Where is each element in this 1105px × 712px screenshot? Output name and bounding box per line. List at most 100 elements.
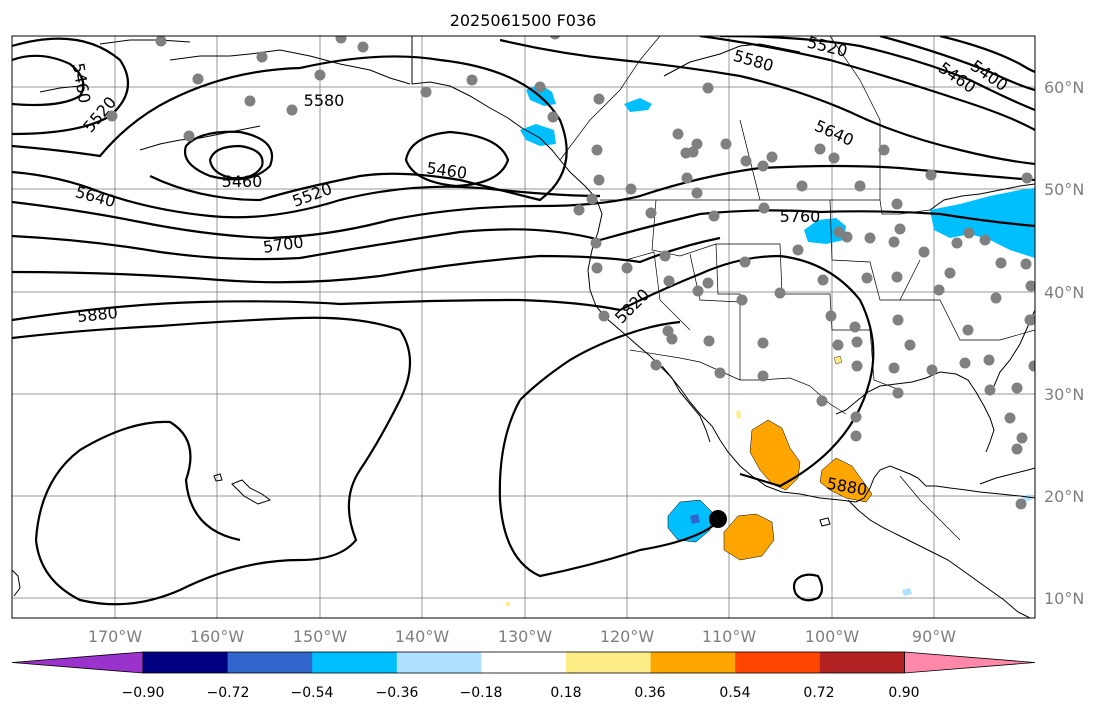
colorbar-tick-labels: −0.90 −0.72 −0.54 −0.36 −0.18 0.18 0.36 … <box>122 685 920 701</box>
political-borders <box>559 36 1035 541</box>
lon-label: 100°W <box>805 627 860 646</box>
map-area <box>12 36 1035 618</box>
lon-label: 90°W <box>912 627 956 646</box>
lon-label: 120°W <box>600 627 655 646</box>
station-dot-icon <box>990 292 1002 304</box>
station-dot-icon <box>925 169 937 181</box>
station-dot-icon <box>851 336 863 348</box>
station-dot-icon <box>757 370 769 382</box>
station-dot-icon <box>796 180 808 192</box>
station-dot-icon <box>851 360 863 372</box>
station-dot-icon <box>888 236 900 248</box>
station-dot-icon <box>593 174 605 186</box>
station-dot-icon <box>659 250 671 262</box>
station-dot-icon <box>650 359 662 371</box>
station-dot-icon <box>891 271 903 283</box>
station-dot-icon <box>825 310 837 322</box>
lat-label: 50°N <box>1044 180 1084 199</box>
station-dot-icon <box>691 187 703 199</box>
station-dot-icon <box>757 160 769 172</box>
station-dot-icon <box>832 339 844 351</box>
colorbar-tick: −0.90 <box>122 685 165 701</box>
station-dot-icon <box>792 244 804 256</box>
station-dot-icon <box>861 272 873 284</box>
station-dot-icon <box>891 198 903 210</box>
map-frame <box>11 35 1036 619</box>
station-dot-icon <box>286 104 298 116</box>
station-dot-icon <box>534 81 546 93</box>
contour-label: 5760 <box>780 207 821 226</box>
station-dot-icon <box>708 210 720 222</box>
station-dot-icon <box>854 180 866 192</box>
station-dot-icon <box>766 151 778 163</box>
station-dot-icon <box>702 82 714 94</box>
station-dot-icon <box>591 262 603 274</box>
colorbar-segment <box>227 652 313 673</box>
colorbar-segment <box>735 652 821 673</box>
station-dot-icon <box>984 384 996 396</box>
station-dot-icon <box>155 36 167 47</box>
storm-center-icon <box>709 510 727 528</box>
longitude-labels: 170°W 160°W 150°W 140°W 130°W 120°W 110°… <box>88 627 956 646</box>
colorbar <box>11 651 1036 674</box>
colorbar-tick: −0.72 <box>207 685 250 701</box>
station-dot-icon <box>244 95 256 107</box>
station-dot-icon <box>1011 382 1023 394</box>
colorbar-tick: 0.54 <box>719 685 750 701</box>
station-dot-icon <box>672 128 684 140</box>
colorbar-segment <box>650 652 736 673</box>
colorbar-tick: −0.36 <box>376 685 419 701</box>
colorbar-tick: 0.90 <box>888 685 919 701</box>
colorbar-frame <box>142 651 905 674</box>
colorbar-tick: 0.18 <box>550 685 581 701</box>
colorbar-segment <box>819 652 905 673</box>
station-dot-icon <box>1028 360 1035 372</box>
station-dot-icon <box>995 257 1007 269</box>
contour-label: 5880 <box>76 303 118 326</box>
station-dot-icon <box>736 294 748 306</box>
lat-label: 40°N <box>1044 283 1084 302</box>
station-dot-icon <box>833 226 845 238</box>
lat-label: 10°N <box>1044 589 1084 608</box>
station-dot-icon <box>1016 432 1028 444</box>
lon-label: 160°W <box>190 627 245 646</box>
station-dot-icon <box>591 144 603 156</box>
station-dot-icon <box>888 362 900 374</box>
station-dot-icon <box>1015 498 1027 510</box>
station-dot-icon <box>466 74 478 86</box>
station-dot-icon <box>849 321 861 333</box>
contour-label: 5580 <box>304 91 345 110</box>
station-dot-icon <box>739 256 751 268</box>
lon-label: 110°W <box>702 627 757 646</box>
station-dot-icon <box>357 41 369 53</box>
station-dot-icon <box>864 232 876 244</box>
station-dot-icon <box>944 267 956 279</box>
station-dot-icon <box>335 36 347 44</box>
colorbar-tick: −0.18 <box>460 685 503 701</box>
station-dot-icon <box>926 364 938 376</box>
station-dot-icon <box>757 337 769 349</box>
station-dot-icon <box>106 110 118 122</box>
station-dot-icon <box>1025 280 1035 292</box>
station-dot-icon <box>878 144 890 156</box>
station-dot-icon <box>590 237 602 249</box>
figure-title: 2025061500 F036 <box>450 11 597 30</box>
lon-label: 140°W <box>395 627 450 646</box>
station-dot-icon <box>740 155 752 167</box>
station-dot-icon <box>828 152 840 164</box>
station-dot-icon <box>758 202 770 214</box>
station-dot-icon <box>681 172 693 184</box>
lon-label: 130°W <box>498 627 553 646</box>
station-dot-icon <box>1024 314 1035 326</box>
station-dot-icon <box>549 36 561 40</box>
station-dot-icon <box>720 138 732 150</box>
station-dot-icon <box>816 395 828 407</box>
station-dot-icon <box>662 325 674 337</box>
station-dot-icon <box>593 93 605 105</box>
station-dot-icon <box>420 86 432 98</box>
station-dot-icon <box>1020 258 1032 270</box>
station-dot-icon <box>663 275 675 287</box>
station-dot-icon <box>983 354 995 366</box>
station-dot-icon <box>183 130 195 142</box>
lon-label: 170°W <box>88 627 143 646</box>
